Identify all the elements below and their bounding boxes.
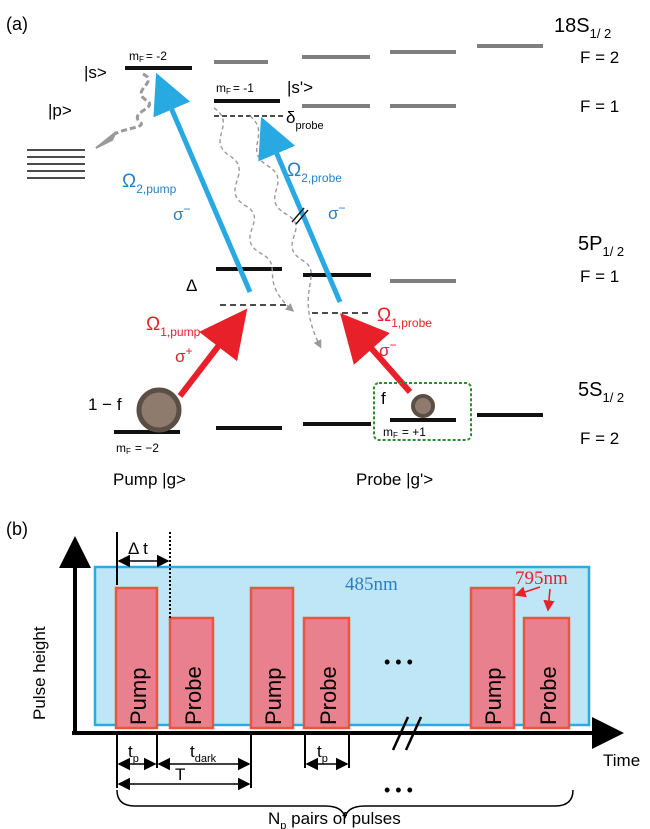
omega1-probe-label: Ω1,probe	[377, 305, 432, 330]
sigma-minus-probe-label: σ−	[328, 201, 346, 223]
period-label: T	[175, 765, 185, 784]
mf-bottom-left: mF = −2	[116, 441, 159, 456]
probe-population-box	[373, 382, 472, 441]
probe-g-prime-label: Probe |g'>	[356, 470, 433, 489]
ground-F2-label: F = 2	[580, 429, 619, 448]
y-axis-label: Pulse height	[30, 626, 49, 720]
omega1-pump-label: Ω1,pump	[146, 314, 201, 339]
omega2-pump-label: Ω2,pump	[122, 171, 177, 196]
pulse-label-probe-1: Probe	[181, 666, 206, 725]
pulse-label-pump-2: Pump	[261, 668, 286, 725]
pairs-brace	[116, 789, 574, 819]
ground-level-label: 5S1/ 2	[578, 379, 624, 405]
decay-wave-2	[249, 115, 322, 349]
tp-label-2: tp	[317, 742, 328, 765]
ground-levels	[114, 413, 543, 434]
pulse-train	[114, 586, 571, 730]
sigma-minus-pump-label: σ−	[173, 202, 191, 224]
pulse-probe-1	[168, 616, 215, 730]
state-p-label: |p>	[48, 101, 72, 120]
decay-arrowhead	[95, 131, 117, 149]
omega2-probe-label: Ω2,probe	[287, 160, 342, 185]
panel-b-label: (b)	[6, 519, 28, 539]
intermediate-levels	[216, 267, 456, 314]
sigma-plus-pump-label: σ+	[175, 344, 193, 366]
pulse-label-pump-1: Pump	[126, 668, 151, 725]
Delta-label: Δ	[186, 276, 197, 295]
intermediate-F1-label: F = 1	[580, 267, 619, 286]
red-795-label: 795nm	[515, 568, 568, 589]
state-s-label: |s>	[84, 63, 107, 82]
p-level-band	[27, 149, 85, 179]
sigma-minus-probe-red-label: σ−	[379, 338, 397, 360]
state-s-prime-label: |s'>	[287, 78, 313, 97]
arrow-795-pump	[514, 586, 541, 598]
panel-a-label: (a)	[6, 14, 28, 34]
bottom-ellipsis: • • •	[384, 780, 413, 800]
pulse-label-probe-3: Probe	[536, 666, 561, 725]
beam-omega2-probe	[258, 116, 343, 303]
beam-break-mark-2	[295, 209, 309, 225]
beam-omega2-pump	[153, 72, 253, 293]
rydberg-F2-label: F = 2	[580, 48, 619, 67]
beam-omega1-probe	[340, 313, 413, 394]
arrow-795-probe	[543, 588, 555, 612]
pulse-ellipsis: • • •	[384, 652, 413, 672]
time-dimensions	[116, 733, 350, 791]
pulse-probe-2	[302, 616, 351, 730]
probe-population-atom	[411, 394, 435, 418]
pulse-label-pump-3: Pump	[481, 668, 506, 725]
x-axis-label: Time	[603, 751, 640, 770]
decay-s-to-p	[110, 72, 151, 138]
probe-fraction-label: f	[381, 389, 386, 408]
rydberg-F1-levels	[214, 99, 456, 117]
decay-wave-1	[213, 107, 295, 312]
pulse-probe-3	[522, 616, 571, 730]
mf-top-left: mF = -2	[129, 49, 167, 64]
blue-485-label: 485nm	[345, 574, 398, 595]
delta-t-label: Δ t	[128, 539, 148, 558]
rydberg-F2-levels	[125, 44, 543, 70]
mf-top-mid: mF = -1	[216, 81, 254, 96]
pump-fraction-label: 1 − f	[88, 395, 122, 414]
beam-break-mark-1	[291, 207, 305, 223]
pulse-pump-1	[114, 586, 159, 730]
tdark-label: tdark	[190, 742, 217, 765]
rydberg-F1-label: F = 1	[580, 97, 619, 116]
pulse-pump-2	[249, 586, 295, 730]
mf-bottom-right: mF = +1	[383, 425, 426, 440]
axis-break-2	[404, 716, 423, 751]
rydberg-level-label: 18S1/ 2	[554, 15, 611, 41]
pulse-pump-3	[469, 586, 516, 730]
intermediate-level-label: 5P1/ 2	[578, 233, 624, 259]
delta-probe-label: δprobe	[286, 108, 324, 132]
pulse-label-probe-2: Probe	[316, 666, 341, 725]
pump-population-atom	[136, 387, 182, 433]
pairs-label: Np pairs of pulses	[268, 809, 401, 829]
beam-omega1-pump	[177, 308, 248, 398]
axis-break-1	[391, 716, 410, 751]
tp-label-1: tp	[128, 742, 139, 765]
pump-g-label: Pump |g>	[113, 470, 186, 489]
